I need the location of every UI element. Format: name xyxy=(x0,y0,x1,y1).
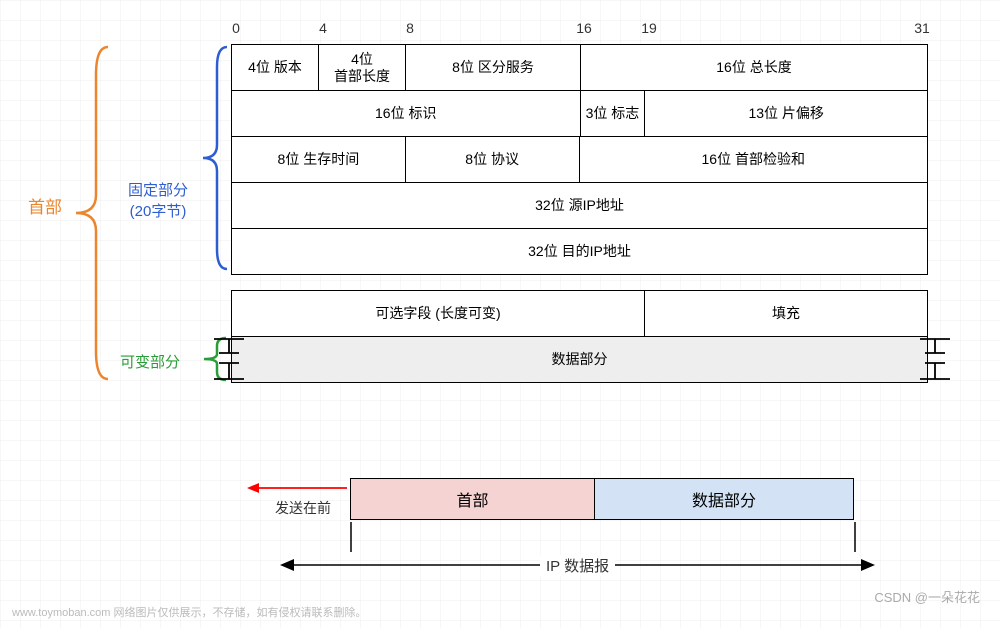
bit-tick-19: 19 xyxy=(641,20,657,36)
bit-tick-0: 0 xyxy=(232,20,240,36)
fixed-part-label: 固定部分 (20字节) xyxy=(128,180,188,222)
tick-left-icon xyxy=(349,522,353,552)
bottom-data-cell: 数据部分 xyxy=(594,478,854,520)
table-row: 32位 源IP地址 xyxy=(232,183,928,229)
ip-datagram-label: IP 数据报 xyxy=(540,555,615,576)
bit-tick-8: 8 xyxy=(406,20,414,36)
table-row: 数据部分 xyxy=(232,337,928,383)
table-row: 32位 目的IP地址 xyxy=(232,229,928,275)
bottom-header-cell: 首部 xyxy=(350,478,594,520)
field-checksum: 16位 首部检验和 xyxy=(579,136,929,183)
table-row: 8位 生存时间 8位 协议 16位 首部检验和 xyxy=(232,137,928,183)
fixed-label-line1: 固定部分 xyxy=(128,180,188,201)
field-options: 可选字段 (长度可变) xyxy=(231,290,645,337)
field-padding: 填充 xyxy=(644,290,928,337)
footer-left-watermark: www.toymoban.com 网络图片仅供展示，不存储，如有侵权请联系删除。 xyxy=(12,604,366,620)
send-arrow-icon xyxy=(247,481,352,495)
field-total-length: 16位 总长度 xyxy=(580,44,928,91)
ip-header-table: 4位 版本 4位 首部长度 8位 区分服务 16位 总长度 16位 标识 3位 … xyxy=(232,45,928,383)
break-left-icon xyxy=(214,335,244,383)
field-fragment-offset: 13位 片偏移 xyxy=(644,90,928,137)
break-right-icon xyxy=(920,335,950,383)
field-version: 4位 版本 xyxy=(231,44,319,91)
field-source-ip: 32位 源IP地址 xyxy=(231,182,928,229)
footer-right-watermark: CSDN @一朵花花 xyxy=(874,587,980,606)
header-side-label: 首部 xyxy=(28,193,62,218)
field-tos: 8位 区分服务 xyxy=(405,44,581,91)
fixed-label-line2: (20字节) xyxy=(128,201,188,222)
bottom-datagram: 首部 数据部分 xyxy=(350,478,854,520)
variable-part-label: 可变部分 xyxy=(120,351,180,372)
field-ttl: 8位 生存时间 xyxy=(231,136,406,183)
bit-tick-31: 31 xyxy=(914,20,930,36)
orange-brace-icon xyxy=(68,45,113,381)
table-row: 可选字段 (长度可变) 填充 xyxy=(232,291,928,337)
field-dest-ip: 32位 目的IP地址 xyxy=(231,228,928,275)
bit-tick-16: 16 xyxy=(576,20,592,36)
bit-tick-4: 4 xyxy=(319,20,327,36)
field-flags: 3位 标志 xyxy=(580,90,646,137)
blue-brace-icon xyxy=(195,45,231,273)
table-row: 16位 标识 3位 标志 13位 片偏移 xyxy=(232,91,928,137)
field-protocol: 8位 协议 xyxy=(405,136,580,183)
field-ihl: 4位 首部长度 xyxy=(318,44,406,91)
field-identification: 16位 标识 xyxy=(231,90,581,137)
field-data: 数据部分 xyxy=(231,336,928,383)
table-row: 4位 版本 4位 首部长度 8位 区分服务 16位 总长度 xyxy=(232,45,928,91)
send-first-label: 发送在前 xyxy=(275,498,331,518)
tick-right-icon xyxy=(853,522,857,552)
